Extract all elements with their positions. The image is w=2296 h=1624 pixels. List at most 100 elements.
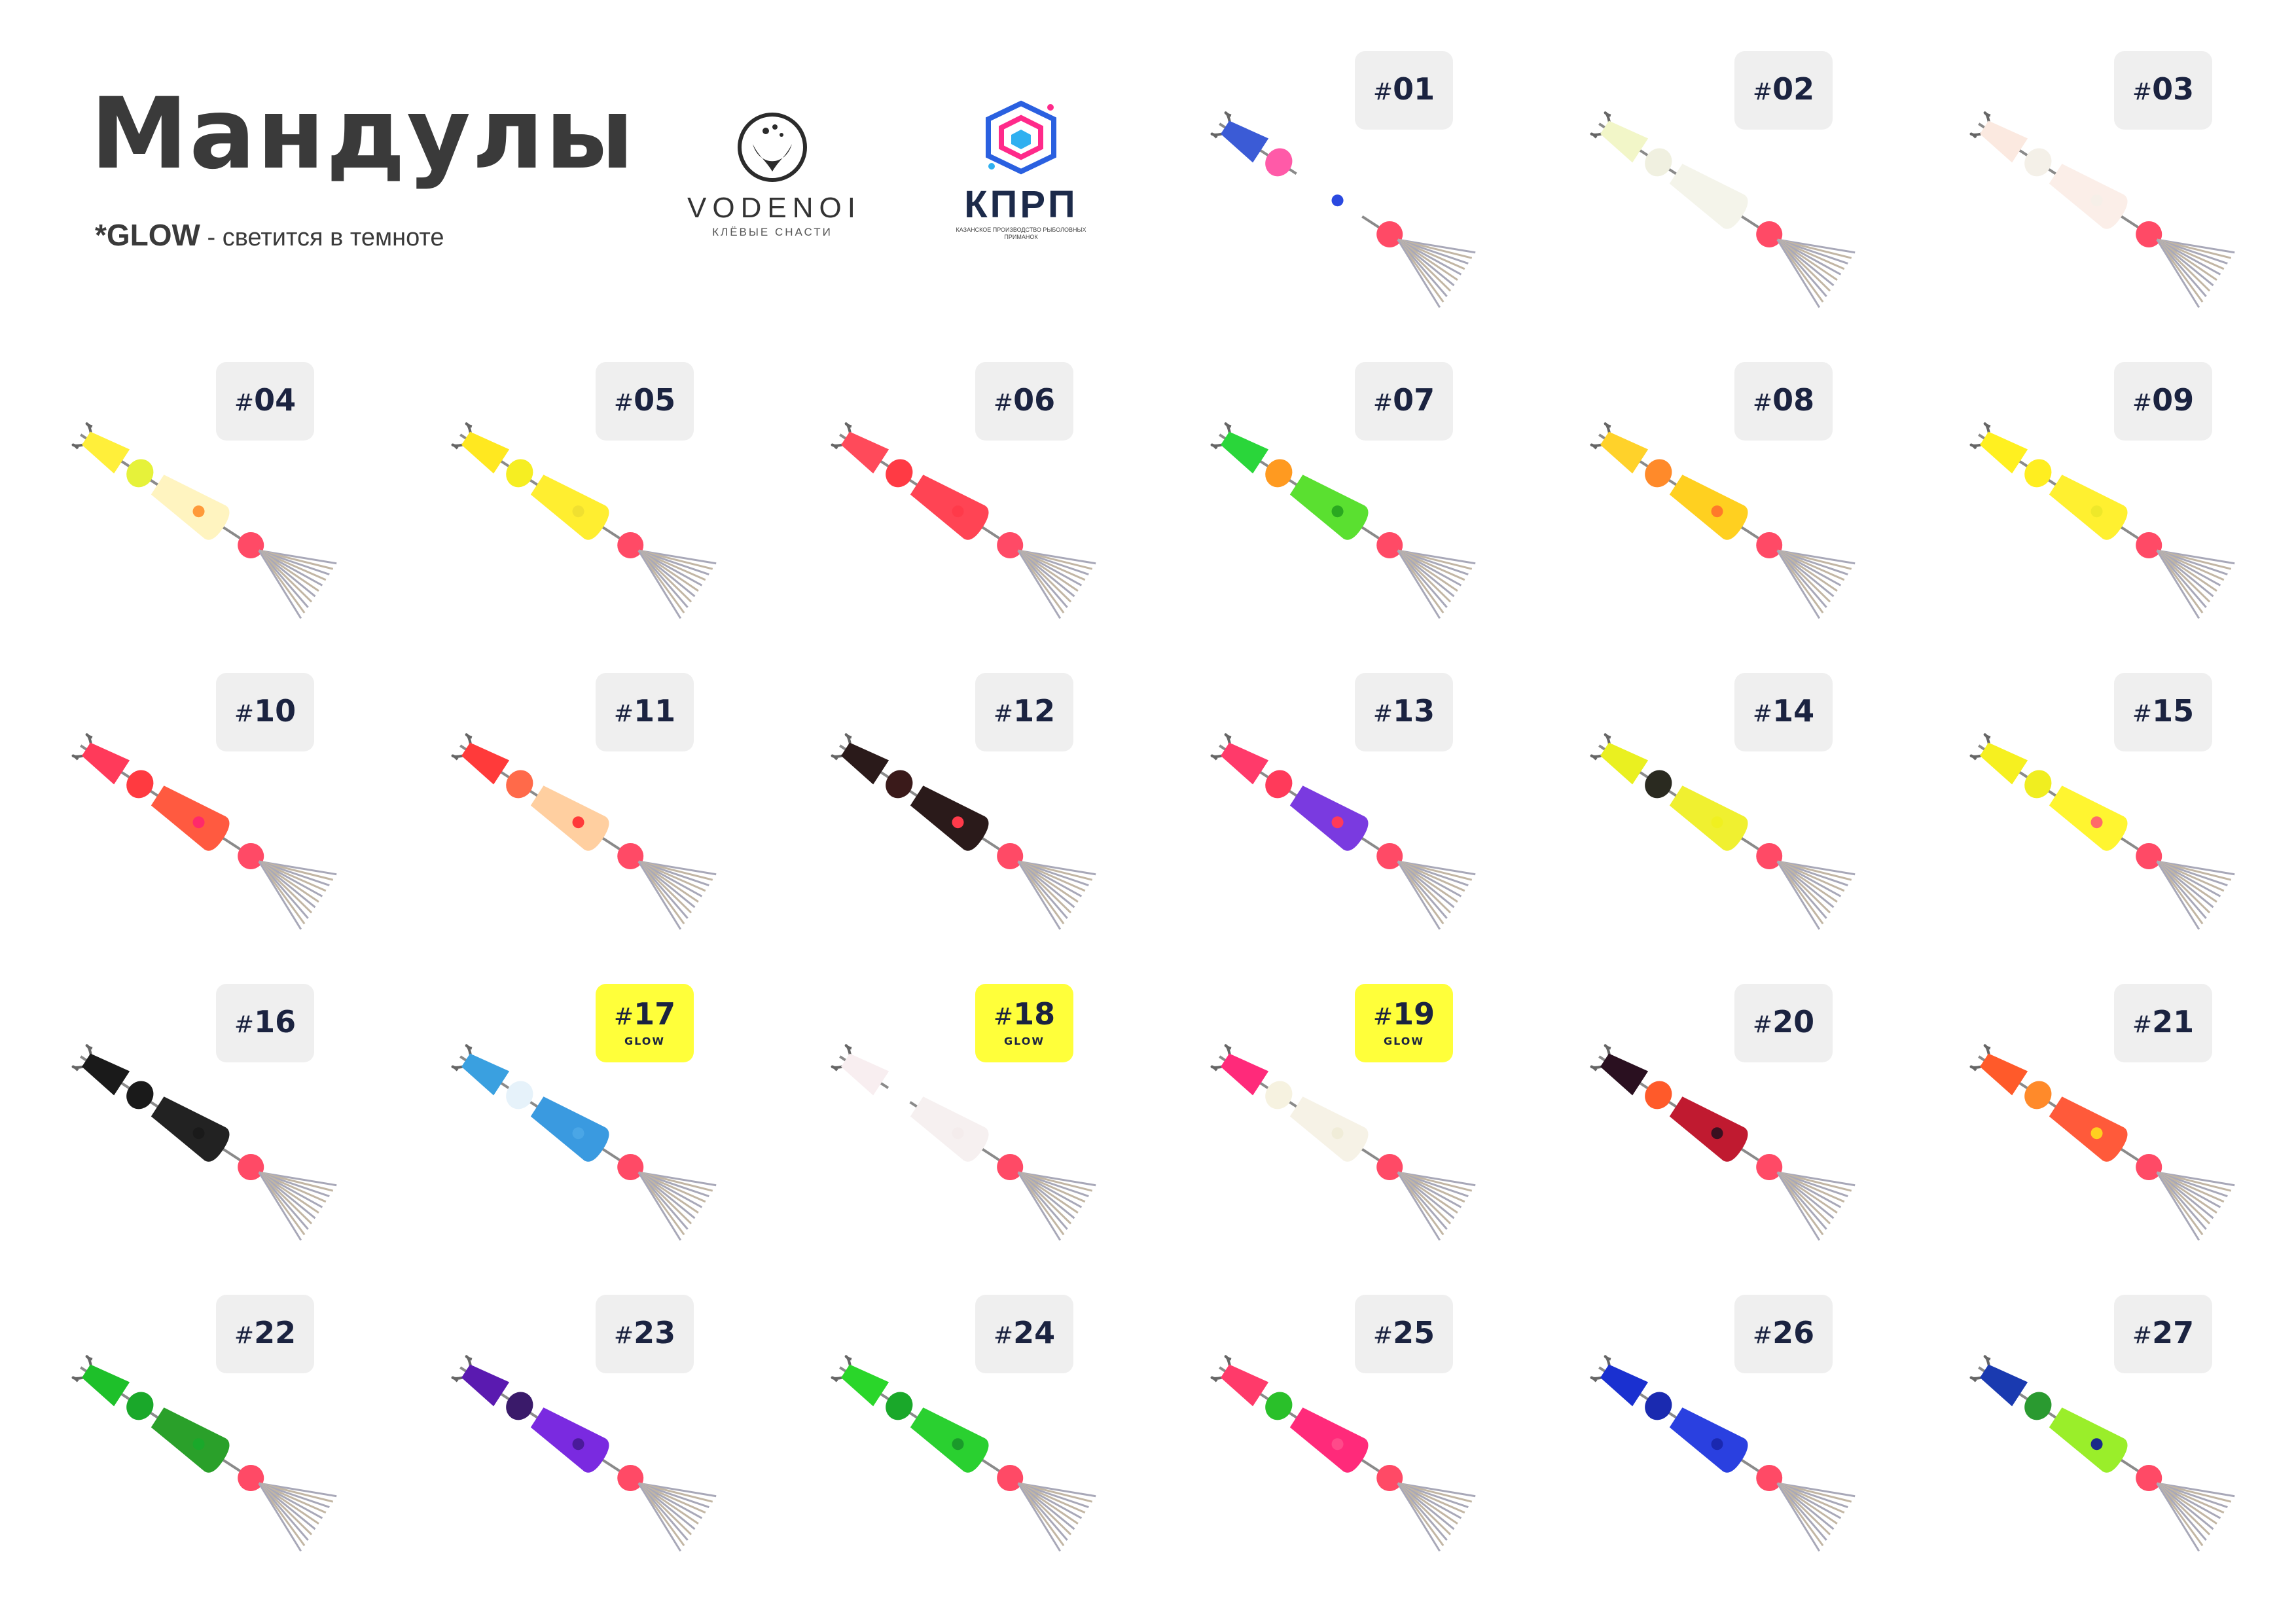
lure-item: #21 xyxy=(1964,979,2296,1286)
lure-item: #10 xyxy=(65,668,445,975)
lure-number: #20 xyxy=(1752,1003,1815,1039)
lure-number: #26 xyxy=(1752,1314,1815,1350)
glow-description: - светится в темноте xyxy=(200,224,444,251)
kprp-name: КПРП xyxy=(964,183,1078,226)
lure-image xyxy=(1590,733,1856,930)
lure-item: #01 xyxy=(1204,46,1584,353)
lure-number: #02 xyxy=(1752,71,1815,107)
lure-image xyxy=(1969,111,2235,308)
lure-image xyxy=(1969,1355,2235,1552)
lure-number-badge: #09 xyxy=(2114,362,2212,441)
lure-number-badge: #07 xyxy=(1355,362,1453,441)
lure-item: #03 xyxy=(1964,46,2296,353)
lure-image xyxy=(1590,1355,1856,1552)
lure-number: #01 xyxy=(1372,71,1435,107)
lure-number: #06 xyxy=(993,382,1056,418)
lure-number: #13 xyxy=(1372,693,1435,729)
lure-number: #19 xyxy=(1372,996,1435,1032)
lure-number: #08 xyxy=(1752,382,1815,418)
lure-image xyxy=(451,1044,717,1241)
lure-number: #23 xyxy=(613,1314,676,1350)
lure-item: #26 xyxy=(1584,1290,1964,1597)
lure-number: #17 xyxy=(613,996,676,1032)
lure-number: #22 xyxy=(234,1314,296,1350)
lure-item: #27 xyxy=(1964,1290,2296,1597)
lure-number: #03 xyxy=(2132,71,2195,107)
lure-number-badge: #10 xyxy=(216,673,314,751)
lure-image xyxy=(831,1355,1096,1552)
lure-item: #11 xyxy=(445,668,825,975)
lure-item: #12 xyxy=(825,668,1204,975)
lure-number-badge: #16 xyxy=(216,984,314,1062)
lure-number-badge: #26 xyxy=(1734,1295,1833,1373)
lure-item: #24 xyxy=(825,1290,1204,1597)
lure-image xyxy=(451,1355,717,1552)
lure-image xyxy=(1210,111,1476,308)
lure-item: #22 xyxy=(65,1290,445,1597)
vodenoi-name: VODENOI xyxy=(687,192,861,224)
lure-image xyxy=(451,422,717,619)
lure-item: #08 xyxy=(1584,357,1964,664)
lure-item: #23 xyxy=(445,1290,825,1597)
lure-image xyxy=(1590,422,1856,619)
glow-label: GLOW xyxy=(1003,1035,1045,1047)
lure-image xyxy=(1969,733,2235,930)
lure-number-badge: #11 xyxy=(596,673,694,751)
lure-image xyxy=(1210,733,1476,930)
lure-number-badge: #12 xyxy=(975,673,1073,751)
lure-number: #16 xyxy=(234,1003,296,1039)
lure-image xyxy=(831,1044,1096,1241)
lure-number: #24 xyxy=(993,1314,1056,1350)
lure-number: #27 xyxy=(2132,1314,2195,1350)
lure-item: #16 xyxy=(65,979,445,1286)
lure-number-badge: #24 xyxy=(975,1295,1073,1373)
lure-number-badge: #17 GLOW xyxy=(596,984,694,1062)
lure-image xyxy=(1590,111,1856,308)
lure-number-badge: #27 xyxy=(2114,1295,2212,1373)
lure-number: #18 xyxy=(993,996,1056,1032)
lure-item: #19 GLOW xyxy=(1204,979,1584,1286)
lure-image xyxy=(71,1355,337,1552)
lure-number-badge: #23 xyxy=(596,1295,694,1373)
lure-number: #21 xyxy=(2132,1003,2195,1039)
lure-number: #12 xyxy=(993,693,1056,729)
lure-image xyxy=(1590,1044,1856,1241)
lure-item: #04 xyxy=(65,357,445,664)
lure-number-badge: #14 xyxy=(1734,673,1833,751)
lure-item: #07 xyxy=(1204,357,1584,664)
page-title: Мандулы xyxy=(90,77,636,191)
glow-label: GLOW xyxy=(624,1035,665,1047)
glow-note: *GLOW - светится в темноте xyxy=(95,217,444,253)
kprp-tagline: КАЗАНСКОЕ ПРОИЗВОДСТВО РЫБОЛОВНЫХ ПРИМАН… xyxy=(956,226,1086,240)
lure-number: #05 xyxy=(613,382,676,418)
lure-number: #09 xyxy=(2132,382,2195,418)
lure-image xyxy=(1969,1044,2235,1241)
lure-number-badge: #19 GLOW xyxy=(1355,984,1453,1062)
lure-image xyxy=(1969,422,2235,619)
lure-image xyxy=(831,733,1096,930)
lure-item: #06 xyxy=(825,357,1204,664)
lure-number: #25 xyxy=(1372,1314,1435,1350)
lure-number: #04 xyxy=(234,382,296,418)
lure-number-badge: #08 xyxy=(1734,362,1833,441)
lure-number: #07 xyxy=(1372,382,1435,418)
glow-label: GLOW xyxy=(1383,1035,1424,1047)
lure-image xyxy=(1210,422,1476,619)
lure-item: #05 xyxy=(445,357,825,664)
lure-image xyxy=(1210,1044,1476,1241)
lure-number-badge: #20 xyxy=(1734,984,1833,1062)
lure-number-badge: #13 xyxy=(1355,673,1453,751)
lure-number-badge: #22 xyxy=(216,1295,314,1373)
lure-image xyxy=(451,733,717,930)
lure-image xyxy=(71,733,337,930)
lure-image xyxy=(1210,1355,1476,1552)
lure-image xyxy=(831,422,1096,619)
lure-item: #02 xyxy=(1584,46,1964,353)
lure-number-badge: #04 xyxy=(216,362,314,441)
vodenoi-emblem-icon xyxy=(738,113,807,182)
lure-item: #20 xyxy=(1584,979,1964,1286)
kprp-cube-icon xyxy=(986,100,1056,175)
glow-word: *GLOW xyxy=(95,218,200,252)
lure-item: #18 GLOW xyxy=(825,979,1204,1286)
kprp-logo: КПРП КАЗАНСКОЕ ПРОИЗВОДСТВО РЫБОЛОВНЫХ П… xyxy=(952,98,1090,249)
